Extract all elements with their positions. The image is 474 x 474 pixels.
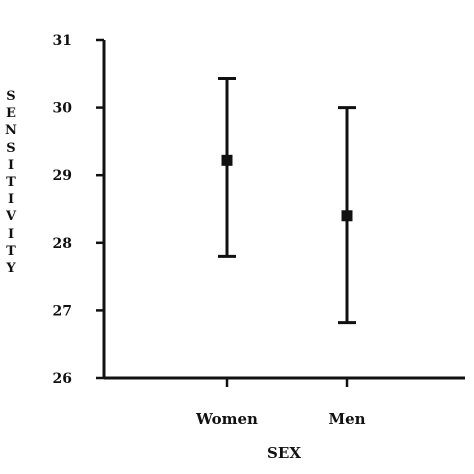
x-ticks: Women Men bbox=[195, 378, 366, 428]
x-tick-label: Women bbox=[195, 410, 258, 428]
x-axis-label: SEX bbox=[267, 444, 301, 462]
y-axis-label-letter: Y bbox=[6, 261, 16, 277]
y-ticks: 26 27 28 29 30 31 bbox=[53, 33, 104, 387]
mean-point bbox=[341, 210, 353, 222]
y-axis-label-letter: T bbox=[6, 175, 16, 191]
axes bbox=[102, 40, 465, 380]
y-tick-label: 28 bbox=[53, 236, 72, 252]
y-axis-label-letter: I bbox=[7, 192, 15, 208]
y-axis-label-letter: I bbox=[7, 157, 15, 173]
y-tick-label: 27 bbox=[53, 303, 72, 319]
y-tick-label: 31 bbox=[53, 33, 72, 49]
y-axis-label-letter: N bbox=[5, 123, 17, 139]
y-axis-label-letter: T bbox=[6, 243, 16, 259]
x-tick-label: Men bbox=[328, 410, 365, 428]
y-tick-label: 26 bbox=[53, 371, 72, 387]
y-axis-label-letter: S bbox=[6, 140, 16, 156]
y-axis-label-letter: E bbox=[6, 106, 16, 122]
y-axis-label-letter: S bbox=[6, 89, 16, 104]
mean-point bbox=[221, 154, 233, 166]
y-axis-label-letter: V bbox=[5, 209, 17, 225]
data-marks bbox=[218, 77, 356, 325]
y-tick-label: 30 bbox=[53, 101, 73, 117]
y-tick-label: 29 bbox=[53, 168, 72, 184]
y-axis-label-letter: I bbox=[7, 226, 15, 242]
